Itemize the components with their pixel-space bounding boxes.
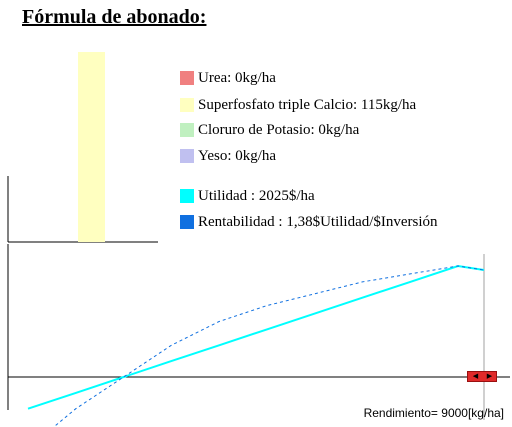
legend-swatch [180,123,194,137]
triangle-left-icon[interactable]: ◀ [472,372,479,380]
legend-label: Cloruro de Potasio: 0kg/ha [198,122,360,138]
legend-label: Rentabilidad : 1,38$Utilidad/$Inversión [198,214,438,230]
legend-swatch [180,189,194,203]
legend-label: Yeso: 0kg/ha [198,148,277,164]
legend-swatch [180,71,194,85]
page-title: Fórmula de abonado: [22,6,207,28]
legend-label: Utilidad : 2025$/ha [198,188,315,204]
legend-swatch [180,149,194,163]
legend-label: Urea: 0kg/ha [198,70,276,86]
series-rentabilidad [52,265,485,427]
rendimiento-label: Rendimiento= 9000[kg/ha] [363,406,504,420]
triangle-right-icon[interactable]: ▶ [486,372,493,380]
rendimiento-stepper[interactable]: ◀ ▶ [467,371,497,382]
legend-swatch [180,215,194,229]
legend-label: Superfosfato triple Calcio: 115kg/ha [198,97,417,113]
bar-1 [78,52,105,242]
series-utilidad [27,264,485,410]
legend-swatch [180,98,194,112]
